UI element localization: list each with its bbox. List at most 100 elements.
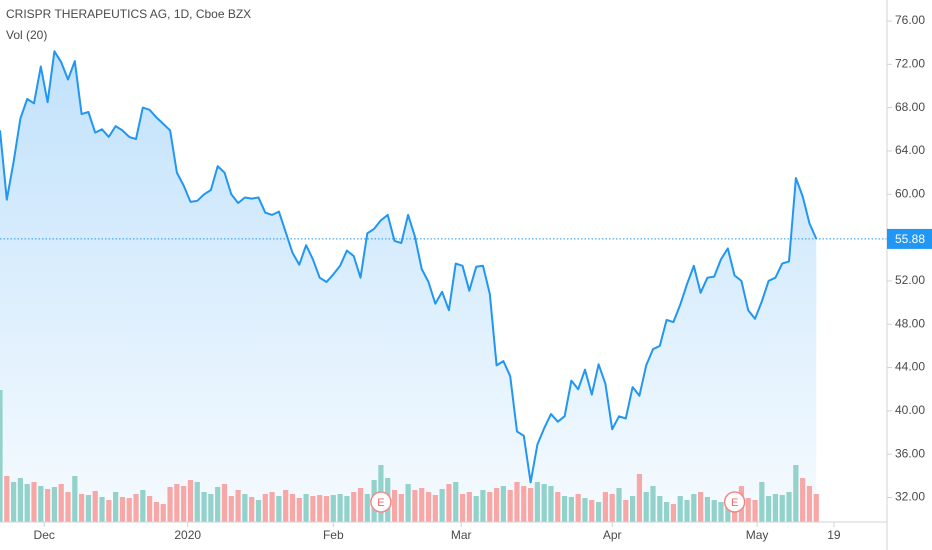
- volume-bar: [65, 492, 71, 522]
- volume-bar: [480, 490, 486, 522]
- volume-bar: [745, 498, 751, 522]
- y-tick-label: 36.00: [895, 446, 925, 460]
- volume-bar: [255, 500, 262, 522]
- volume-bar: [337, 494, 343, 522]
- volume-bar: [555, 492, 561, 522]
- volume-bar: [201, 492, 207, 522]
- volume-bar: [487, 492, 493, 522]
- volume-bar: [466, 492, 472, 522]
- y-tick-label: 44.00: [895, 360, 925, 374]
- volume-bar: [616, 488, 622, 522]
- x-tick-label: Apr: [603, 528, 622, 542]
- volume-bar: [0, 390, 3, 522]
- y-tick-label: 48.00: [895, 316, 925, 330]
- volume-bar: [806, 486, 813, 522]
- volume-bar: [514, 482, 520, 522]
- y-tick-label: 32.00: [895, 490, 925, 504]
- volume-bar: [24, 484, 30, 522]
- volume-bar: [133, 494, 139, 522]
- volume-bar: [181, 486, 187, 522]
- volume-bar: [718, 502, 724, 522]
- volume-bar: [711, 500, 717, 522]
- volume-bar: [92, 491, 98, 522]
- volume-bar: [453, 482, 459, 522]
- volume-bar: [4, 476, 10, 522]
- x-tick-label: 2020: [174, 528, 201, 542]
- volume-bar: [405, 484, 411, 522]
- volume-bar: [568, 497, 574, 522]
- volume-bar: [629, 496, 636, 522]
- volume-bar: [425, 492, 432, 522]
- y-tick-label: 72.00: [895, 57, 925, 71]
- volume-bar: [650, 486, 656, 522]
- volume-bar: [364, 494, 370, 522]
- volume-bar: [351, 492, 357, 522]
- volume-bar: [38, 486, 44, 522]
- volume-bar: [561, 496, 568, 522]
- volume-bar: [704, 497, 711, 522]
- volume-bar: [534, 482, 540, 522]
- earnings-label: E: [377, 497, 384, 509]
- volume-bar: [664, 502, 670, 522]
- volume-bar: [473, 496, 479, 522]
- volume-bar: [317, 495, 323, 522]
- volume-bar: [106, 500, 112, 522]
- volume-bar: [269, 492, 275, 522]
- volume-bar: [691, 494, 697, 522]
- area-fill: [0, 51, 817, 523]
- volume-bar: [357, 488, 364, 522]
- y-tick-label: 40.00: [895, 403, 925, 417]
- y-tick-label: 76.00: [895, 13, 925, 27]
- volume-bar: [289, 494, 296, 522]
- volume-bar: [636, 474, 643, 522]
- volume-bar: [800, 478, 806, 522]
- volume-bar: [147, 496, 153, 522]
- volume-bar: [521, 486, 527, 522]
- volume-bar: [609, 494, 615, 522]
- volume-bar: [759, 482, 765, 522]
- volume-bar: [283, 490, 289, 522]
- volume-bar: [113, 492, 119, 522]
- volume-bar: [589, 500, 595, 522]
- volume-bar: [507, 490, 513, 522]
- y-tick-label: 68.00: [895, 100, 925, 114]
- volume-bar: [698, 492, 704, 522]
- volume-bar: [684, 500, 690, 522]
- volume-bar: [85, 495, 92, 522]
- earnings-marker: [723, 491, 746, 513]
- volume-bar: [582, 498, 588, 522]
- volume-bar: [160, 504, 166, 522]
- volume-bar: [11, 482, 17, 522]
- volume-bar: [446, 484, 452, 522]
- earnings-label: E: [731, 497, 738, 509]
- volume-bar: [793, 465, 799, 522]
- volume-bar: [174, 484, 180, 522]
- volume-bar: [296, 498, 302, 522]
- volume-bar: [670, 504, 677, 522]
- volume-bar: [276, 496, 282, 522]
- x-tick-label: Feb: [323, 528, 344, 542]
- volume-bar: [31, 482, 37, 522]
- x-tick-label: Dec: [34, 528, 55, 542]
- volume-bar: [228, 496, 234, 522]
- volume-bar: [79, 494, 85, 522]
- volume-bar: [194, 482, 200, 522]
- x-tick-label: Mar: [451, 528, 472, 542]
- volume-bar: [541, 484, 547, 522]
- volume-bar: [548, 486, 554, 522]
- volume-bar: [772, 494, 779, 522]
- volume-bar: [208, 494, 214, 522]
- y-tick-label: 60.00: [895, 186, 925, 200]
- volume-bar: [432, 495, 438, 522]
- volume-bar: [752, 500, 758, 522]
- volume-bar: [391, 490, 398, 522]
- volume-bar: [303, 494, 309, 522]
- volume-bar: [459, 494, 466, 522]
- volume-bar: [45, 489, 51, 522]
- volume-bar: [235, 490, 241, 522]
- volume-bar: [779, 495, 785, 522]
- volume-bar: [419, 488, 425, 522]
- earnings-marker: [370, 491, 392, 513]
- volume-bar: [398, 494, 404, 522]
